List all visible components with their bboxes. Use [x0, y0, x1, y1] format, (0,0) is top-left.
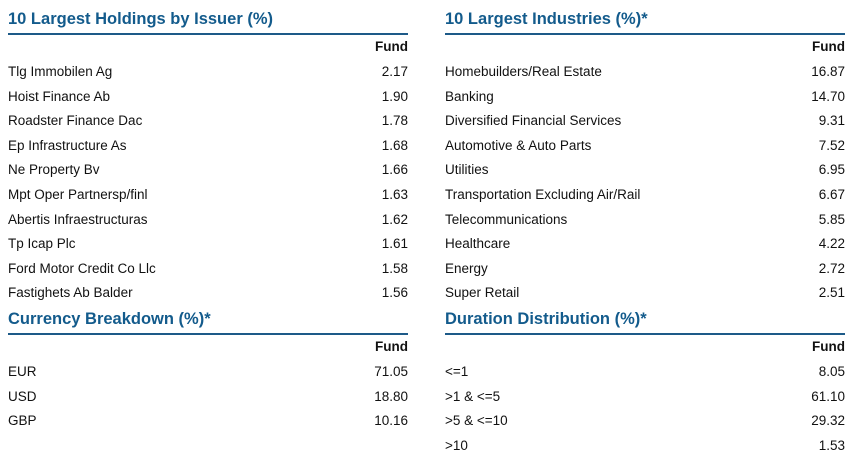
- table-row: Roadster Finance Dac 1.78: [8, 109, 408, 134]
- row-label: Transportation Excluding Air/Rail: [445, 187, 641, 202]
- row-value: 1.56: [381, 285, 408, 301]
- row-label: Hoist Finance Ab: [8, 88, 111, 104]
- table-row: Diversified Financial Services 9.31: [445, 109, 845, 134]
- table-row: Hoist Finance Ab 1.90: [8, 84, 408, 109]
- row-label: Tlg Immobilen Ag: [8, 64, 113, 80]
- row-label: Tp Icap Plc: [8, 236, 76, 252]
- row-label: Healthcare: [445, 236, 511, 252]
- industries-table-body: Homebuilders/Real Estate 16.87 Banking 14.7…: [445, 60, 845, 305]
- row-value: 14.70: [811, 88, 845, 104]
- table-row: Banking 14.70: [445, 84, 845, 109]
- table-row: <=1 8.05: [445, 359, 845, 384]
- row-label: Super Retail: [445, 285, 520, 301]
- row-value: 1.90: [381, 88, 408, 104]
- row-value: 1.68: [381, 137, 408, 153]
- row-value: 10.16: [374, 413, 408, 429]
- row-value: 29.32: [811, 413, 845, 429]
- row-label: Automotive & Auto Parts: [445, 137, 592, 153]
- section-title-largest-holdings: 10 Largest Holdings by Issuer (%): [8, 9, 408, 35]
- column-header-fund: Fund: [812, 39, 845, 54]
- row-value: 1.53: [818, 437, 845, 453]
- row-value: 61.10: [811, 388, 845, 404]
- row-label: GBP: [8, 413, 37, 429]
- row-label: Fastighets Ab Balder: [8, 285, 133, 301]
- table-row: >5 & <=10 29.32: [445, 409, 845, 434]
- row-label: >10: [445, 437, 468, 453]
- row-value: 6.95: [818, 162, 845, 178]
- table-row: USD 18.80: [8, 384, 408, 409]
- table-row: Utilities 6.95: [445, 158, 845, 183]
- row-label: Abertis Infraestructuras: [8, 211, 148, 227]
- row-label: Ne Property Bv: [8, 162, 100, 178]
- section-title-largest-industries: 10 Largest Industries (%)*: [445, 9, 845, 35]
- table-row: >1 & <=5 61.10: [445, 384, 845, 409]
- table-row: Healthcare 4.22: [445, 231, 845, 256]
- row-value: 7.52: [818, 137, 845, 153]
- row-label: USD: [8, 388, 37, 404]
- row-label: Telecommunications: [445, 211, 568, 227]
- row-value: 8.05: [818, 364, 845, 380]
- row-label: Ep Infrastructure As: [8, 137, 127, 153]
- table-row: Super Retail 2.51: [445, 280, 845, 305]
- row-value: 9.31: [818, 113, 845, 129]
- table-row: Ford Motor Credit Co Llc 1.58: [8, 256, 408, 281]
- row-value: 2.72: [818, 260, 845, 276]
- row-value: 71.05: [374, 364, 408, 380]
- row-label: >1 & <=5: [445, 388, 501, 404]
- row-value: 1.63: [381, 187, 408, 202]
- table-row: EUR 71.05: [8, 359, 408, 384]
- row-value: 5.85: [818, 211, 845, 227]
- table-row: Tp Icap Plc 1.61: [8, 231, 408, 256]
- table-row: Transportation Excluding Air/Rail 6.67: [445, 182, 845, 207]
- row-value: 1.58: [381, 260, 408, 276]
- row-label: Roadster Finance Dac: [8, 113, 143, 129]
- column-header-fund: Fund: [812, 338, 845, 354]
- row-label: Homebuilders/Real Estate: [445, 64, 602, 80]
- table-row: Telecommunications 5.85: [445, 207, 845, 232]
- row-label: Utilities: [445, 162, 489, 178]
- table-row: Ne Property Bv 1.66: [8, 158, 408, 183]
- table-row: Energy 2.72: [445, 256, 845, 281]
- section-largest-industries: 10 Largest Industries (%)* Fund Homebuil…: [445, 9, 845, 305]
- row-value: 2.17: [381, 64, 408, 80]
- row-label: >5 & <=10: [445, 413, 508, 429]
- holdings-table-body: Tlg Immobilen Ag 2.17 Hoist Finance Ab 1.90…: [8, 60, 408, 305]
- row-value: 1.62: [381, 211, 408, 227]
- row-value: 1.78: [381, 113, 408, 129]
- row-value: 1.66: [381, 162, 408, 178]
- row-label: Mpt Oper Partnersp/finl: [8, 187, 148, 202]
- table-row: Mpt Oper Partnersp/finl 1.63: [8, 182, 408, 207]
- section-currency-breakdown: Currency Breakdown (%)* Fund EUR 71.05 USD…: [8, 309, 408, 433]
- column-header-fund: Fund: [375, 39, 408, 54]
- row-value: 2.51: [818, 285, 845, 301]
- section-title-currency-breakdown: Currency Breakdown (%)*: [8, 309, 408, 335]
- row-label: Energy: [445, 260, 488, 276]
- table-row: Automotive & Auto Parts 7.52: [445, 133, 845, 158]
- section-duration-distribution: Duration Distribution (%)* Fund <=1 8.05 >…: [445, 309, 845, 458]
- section-largest-holdings: 10 Largest Holdings by Issuer (%) Fund T…: [8, 9, 408, 305]
- row-value: 6.67: [818, 187, 845, 202]
- table-row: Tlg Immobilen Ag 2.17: [8, 60, 408, 85]
- table-row: Homebuilders/Real Estate 16.87: [445, 60, 845, 85]
- row-value: 4.22: [818, 236, 845, 252]
- row-label: EUR: [8, 364, 37, 380]
- table-row: GBP 10.16: [8, 409, 408, 434]
- table-row: Abertis Infraestructuras 1.62: [8, 207, 408, 232]
- row-label: Diversified Financial Services: [445, 113, 622, 129]
- duration-table-body: <=1 8.05 >1 & <=5 61.10 >5 & <=10 29.32 >10 1.5…: [445, 359, 845, 457]
- row-value: 1.61: [381, 236, 408, 252]
- row-label: Banking: [445, 88, 494, 104]
- column-header-fund: Fund: [375, 338, 408, 354]
- row-label: <=1: [445, 364, 469, 380]
- table-row: Ep Infrastructure As 1.68: [8, 133, 408, 158]
- table-row: >10 1.53: [445, 433, 845, 458]
- section-title-duration-distribution: Duration Distribution (%)*: [445, 309, 845, 335]
- row-value: 16.87: [811, 64, 845, 80]
- table-row: Fastighets Ab Balder 1.56: [8, 280, 408, 305]
- row-value: 18.80: [374, 388, 408, 404]
- currency-table-body: EUR 71.05 USD 18.80 GBP 10.16: [8, 359, 408, 433]
- row-label: Ford Motor Credit Co Llc: [8, 260, 156, 276]
